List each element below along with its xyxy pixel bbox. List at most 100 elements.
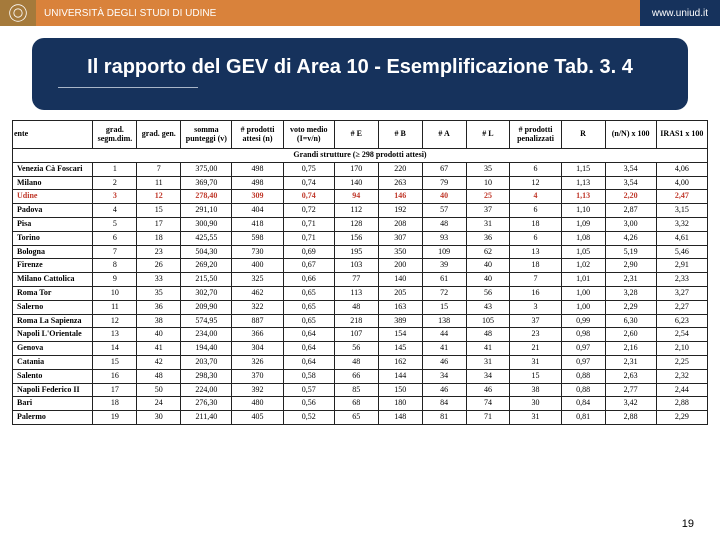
cell: 462: [232, 286, 283, 300]
cell-ente: Bari: [13, 397, 93, 411]
cell: 276,30: [181, 397, 232, 411]
cell: 48: [466, 328, 510, 342]
cell: 6: [93, 231, 137, 245]
university-logo: [0, 0, 36, 26]
cell: 2,63: [605, 369, 656, 383]
cell: 26: [137, 259, 181, 273]
cell: 2,88: [605, 411, 656, 425]
cell: 17: [137, 217, 181, 231]
cell: 36: [137, 300, 181, 314]
cell: 4,61: [656, 231, 707, 245]
cell: 208: [378, 217, 422, 231]
cell: 5,19: [605, 245, 656, 259]
cell: 375,00: [181, 162, 232, 176]
cell: 8: [93, 259, 137, 273]
cell: 3: [93, 190, 137, 204]
cell: 13: [510, 245, 561, 259]
cell: 326: [232, 355, 283, 369]
column-header: # L: [466, 121, 510, 149]
cell: 36: [466, 231, 510, 245]
cell: 11: [93, 300, 137, 314]
cell: 278,40: [181, 190, 232, 204]
cell: 18: [137, 231, 181, 245]
cell: 3,54: [605, 162, 656, 176]
cell: 3,32: [656, 217, 707, 231]
cell: 19: [93, 411, 137, 425]
cell: 0,71: [283, 217, 334, 231]
cell: 1,09: [561, 217, 605, 231]
cell: 370: [232, 369, 283, 383]
cell: 74: [466, 397, 510, 411]
cell: 2,29: [605, 300, 656, 314]
cell: 498: [232, 176, 283, 190]
cell: 46: [466, 383, 510, 397]
cell: 887: [232, 314, 283, 328]
cell: 12: [93, 314, 137, 328]
cell: 18: [510, 217, 561, 231]
cell: 4,26: [605, 231, 656, 245]
cell-ente: Milano Cattolica: [13, 273, 93, 287]
cell: 192: [378, 204, 422, 218]
cell-ente: Pisa: [13, 217, 93, 231]
cell: 730: [232, 245, 283, 259]
table-body: Grandi strutture (≥ 298 prodotti attesi)…: [13, 149, 708, 425]
cell: 154: [378, 328, 422, 342]
cell: 2,91: [656, 259, 707, 273]
cell-ente: Udine: [13, 190, 93, 204]
cell-ente: Catania: [13, 355, 93, 369]
cell: 0,75: [283, 162, 334, 176]
cell: 2,54: [656, 328, 707, 342]
column-header: IRAS1 x 100: [656, 121, 707, 149]
cell: 25: [466, 190, 510, 204]
cell: 350: [378, 245, 422, 259]
cell: 13: [93, 328, 137, 342]
cell: 145: [378, 342, 422, 356]
cell: 146: [378, 190, 422, 204]
table-row: Salerno1136209,903220,6548163154331,002,…: [13, 300, 708, 314]
cell: 211,40: [181, 411, 232, 425]
cell: 2,25: [656, 355, 707, 369]
cell: 170: [334, 162, 378, 176]
cell: 24: [137, 397, 181, 411]
cell: 3,28: [605, 286, 656, 300]
cell-ente: Roma Tor: [13, 286, 93, 300]
cell: 2,16: [605, 342, 656, 356]
cell: 30: [137, 411, 181, 425]
cell: 0,52: [283, 411, 334, 425]
cell: 48: [334, 300, 378, 314]
cell: 269,20: [181, 259, 232, 273]
cell: 4: [93, 204, 137, 218]
cell: 194,40: [181, 342, 232, 356]
cell: 205: [378, 286, 422, 300]
cell: 6: [510, 162, 561, 176]
cell: 0,99: [561, 314, 605, 328]
cell: 7: [137, 162, 181, 176]
cell: 2,77: [605, 383, 656, 397]
cell: 418: [232, 217, 283, 231]
cell: 220: [378, 162, 422, 176]
page-header: UNIVERSITÀ DEGLI STUDI DI UDINE www.uniu…: [0, 0, 720, 26]
cell: 38: [137, 314, 181, 328]
table-row: Milano Cattolica933215,503250,6677140614…: [13, 273, 708, 287]
cell: 203,70: [181, 355, 232, 369]
table-row: Venezia Cà Foscari17375,004980,751702206…: [13, 162, 708, 176]
cell: 2,10: [656, 342, 707, 356]
cell: 7: [510, 273, 561, 287]
table-row: Salento1648298,303700,58661443434150,882…: [13, 369, 708, 383]
cell: 0,97: [561, 355, 605, 369]
cell-ente: Salerno: [13, 300, 93, 314]
cell: 498: [232, 162, 283, 176]
table-row: Padova415291,104040,72112192573761,102,8…: [13, 204, 708, 218]
cell: 218: [334, 314, 378, 328]
cell: 2,20: [605, 190, 656, 204]
cell: 138: [422, 314, 466, 328]
cell: 81: [422, 411, 466, 425]
cell-ente: Salento: [13, 369, 93, 383]
cell: 79: [422, 176, 466, 190]
column-header: grad. gen.: [137, 121, 181, 149]
cell: 50: [137, 383, 181, 397]
cell: 209,90: [181, 300, 232, 314]
cell: 0,57: [283, 383, 334, 397]
cell: 112: [334, 204, 378, 218]
cell: 6,30: [605, 314, 656, 328]
